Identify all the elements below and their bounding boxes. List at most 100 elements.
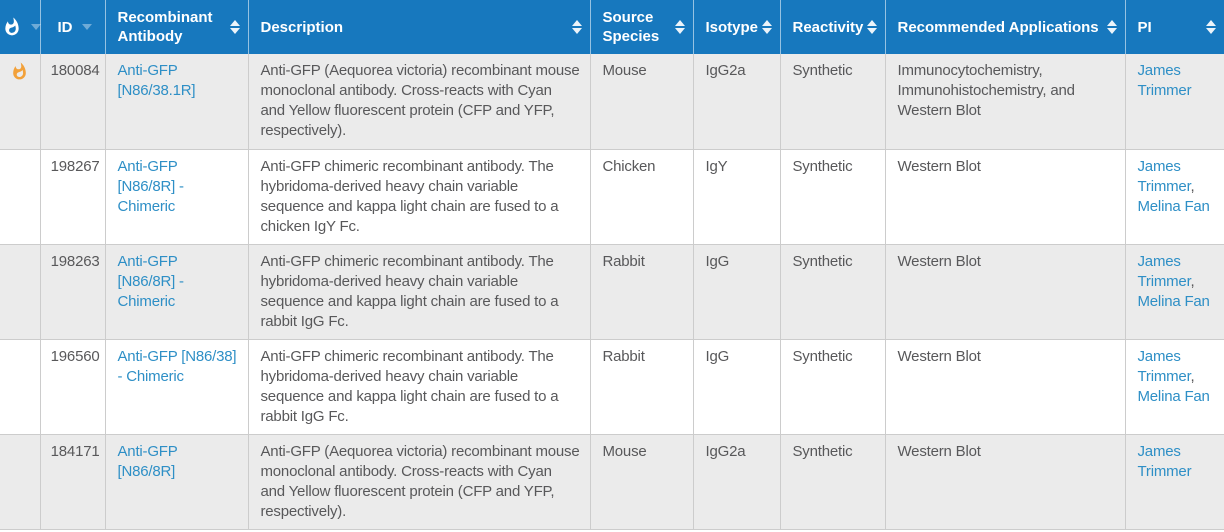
column-header-pi[interactable]: PI (1125, 0, 1224, 54)
description-text: Anti-GFP (Aequorea victoria) recombinant… (260, 442, 580, 520)
sort-icon (762, 20, 773, 34)
description-text: Anti-GFP chimeric recombinant antibody. … (260, 252, 559, 330)
applications-text: Immunocytochemistry, Immunohistochemistr… (897, 62, 1075, 119)
column-header-source_species[interactable]: Source Species (590, 0, 694, 54)
antibody-cell: Anti-GFP [N86/8R] - Chimeric (105, 244, 249, 340)
hot-cell (0, 434, 41, 530)
antibody-link[interactable]: Anti-GFP [N86/38] - Chimeric (117, 347, 237, 385)
flame-icon (10, 62, 29, 81)
source-species-cell: Rabbit (590, 339, 694, 435)
reactivity-text: Synthetic (792, 157, 853, 175)
reactivity-text: Synthetic (792, 442, 853, 460)
isotype-text: IgG2a (705, 442, 746, 460)
id-value: 196560 (50, 347, 100, 365)
column-header-label: Recommended Applications (897, 18, 1099, 36)
id-cell: 196560 (40, 339, 106, 435)
sort-icon (31, 24, 42, 30)
reactivity-text: Synthetic (792, 252, 853, 270)
pi-cell: James Trimmer, Melina Fan (1125, 149, 1224, 245)
description-text: Anti-GFP (Aequorea victoria) recombinant… (260, 62, 580, 139)
sort-icon (571, 20, 582, 34)
applications-text: Western Blot (897, 442, 981, 460)
isotype-cell: IgG2a (693, 434, 781, 530)
column-header-reactivity[interactable]: Reactivity (780, 0, 886, 54)
description-cell: Anti-GFP chimeric recombinant antibody. … (248, 339, 591, 435)
reactivity-cell: Synthetic (780, 244, 886, 340)
description-cell: Anti-GFP (Aequorea victoria) recombinant… (248, 54, 591, 150)
table-row: 184171 Anti-GFP [N86/8R] Anti-GFP (Aequo… (0, 434, 1224, 530)
description-cell: Anti-GFP chimeric recombinant antibody. … (248, 244, 591, 340)
pi-link[interactable]: James Trimmer (1137, 157, 1191, 195)
column-header-isotype[interactable]: Isotype (693, 0, 781, 54)
column-header-antibody[interactable]: Recombinant Antibody (105, 0, 249, 54)
antibody-link[interactable]: Anti-GFP [N86/8R] (117, 442, 178, 480)
pi-link[interactable]: Melina Fan (1137, 387, 1210, 405)
antibody-link[interactable]: Anti-GFP [N86/38.1R] (117, 62, 196, 99)
source-species-text: Mouse (602, 442, 647, 460)
isotype-cell: IgY (693, 149, 781, 245)
description-text: Anti-GFP chimeric recombinant antibody. … (260, 157, 559, 235)
reactivity-cell: Synthetic (780, 339, 886, 435)
hot-cell (0, 54, 41, 150)
sort-icon (867, 20, 878, 34)
applications-cell: Western Blot (885, 434, 1126, 530)
column-header-applications[interactable]: Recommended Applications (885, 0, 1126, 54)
column-header-id[interactable]: ID (40, 0, 106, 54)
id-value: 184171 (50, 442, 100, 460)
applications-text: Western Blot (897, 347, 981, 365)
source-species-text: Rabbit (602, 347, 645, 365)
reactivity-cell: Synthetic (780, 54, 886, 150)
source-species-cell: Mouse (590, 54, 694, 150)
source-species-cell: Chicken (590, 149, 694, 245)
description-cell: Anti-GFP (Aequorea victoria) recombinant… (248, 434, 591, 530)
sort-icon (1106, 20, 1117, 34)
hot-cell (0, 244, 41, 340)
pi-cell: James Trimmer, Melina Fan (1125, 339, 1224, 435)
isotype-cell: IgG (693, 339, 781, 435)
pi-link[interactable]: Melina Fan (1137, 292, 1210, 310)
pi-link[interactable]: James Trimmer (1137, 62, 1192, 99)
applications-cell: Western Blot (885, 244, 1126, 340)
isotype-cell: IgG2a (693, 54, 781, 150)
pi-link[interactable]: James Trimmer (1137, 347, 1191, 385)
pi-link[interactable]: James Trimmer (1137, 252, 1191, 290)
antibody-cell: Anti-GFP [N86/8R] - Chimeric (105, 149, 249, 245)
antibody-cell: Anti-GFP [N86/8R] (105, 434, 249, 530)
isotype-text: IgY (705, 157, 728, 175)
column-header-description[interactable]: Description (248, 0, 591, 54)
table-row: 180084 Anti-GFP [N86/38.1R] Anti-GFP (Ae… (0, 54, 1224, 150)
antibody-cell: Anti-GFP [N86/38.1R] (105, 54, 249, 150)
hot-cell (0, 339, 41, 435)
table-body: 180084 Anti-GFP [N86/38.1R] Anti-GFP (Ae… (0, 54, 1224, 530)
table-row: 198263 Anti-GFP [N86/8R] - Chimeric Anti… (0, 244, 1224, 340)
sort-icon (1206, 20, 1216, 34)
hot-cell (0, 149, 41, 245)
applications-cell: Western Blot (885, 149, 1126, 245)
source-species-cell: Mouse (590, 434, 694, 530)
applications-text: Western Blot (897, 252, 981, 270)
source-species-text: Chicken (602, 157, 656, 175)
sort-icon (81, 24, 92, 30)
applications-text: Western Blot (897, 157, 981, 175)
source-species-cell: Rabbit (590, 244, 694, 340)
pi-cell: James Trimmer (1125, 434, 1224, 530)
column-header-label: Source Species (602, 9, 660, 45)
antibody-link[interactable]: Anti-GFP [N86/8R] - Chimeric (117, 157, 185, 215)
reactivity-text: Synthetic (792, 62, 853, 79)
isotype-text: IgG2a (705, 62, 746, 79)
header-row: ID Recombinant Antibody Description Sour… (0, 0, 1224, 54)
sort-icon (674, 20, 685, 34)
table-row: 198267 Anti-GFP [N86/8R] - Chimeric Anti… (0, 149, 1224, 245)
reactivity-cell: Synthetic (780, 149, 886, 245)
description-text: Anti-GFP chimeric recombinant antibody. … (260, 347, 559, 425)
pi-link[interactable]: James Trimmer (1137, 442, 1192, 480)
id-cell: 198267 (40, 149, 106, 245)
pi-link[interactable]: Melina Fan (1137, 197, 1210, 215)
column-header-label: Reactivity (792, 18, 864, 36)
column-header-label: ID (57, 18, 73, 36)
column-header-label: Recombinant Antibody (117, 9, 213, 45)
column-header-hot[interactable] (0, 0, 42, 54)
isotype-text: IgG (705, 252, 730, 270)
antibody-link[interactable]: Anti-GFP [N86/8R] - Chimeric (117, 252, 185, 310)
